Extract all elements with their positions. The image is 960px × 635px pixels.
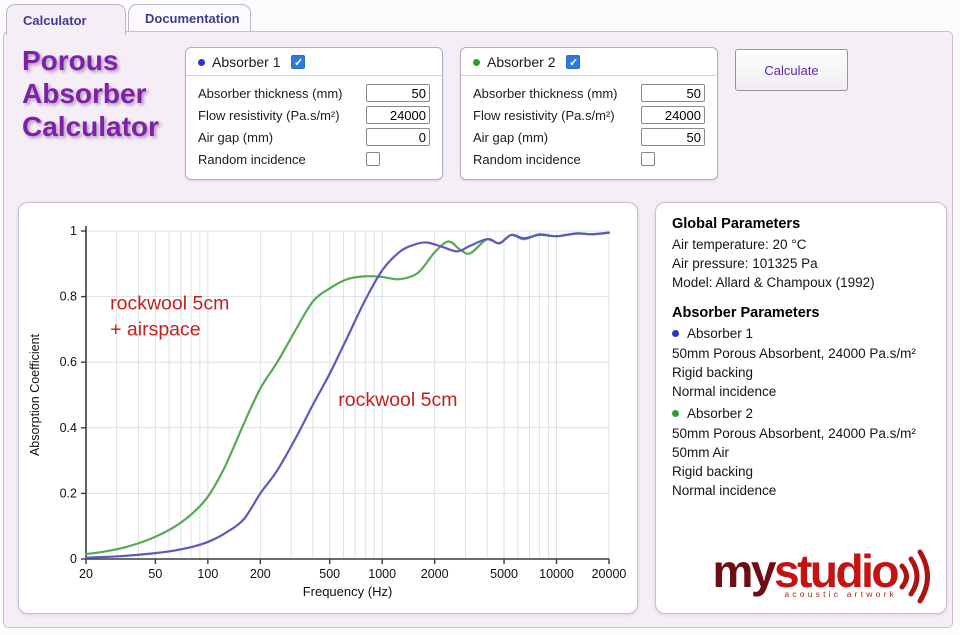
absorber2-info-line: Rigid backing xyxy=(672,464,754,479)
logo-word-studio: studio xyxy=(774,545,899,597)
x-tick-label: 500 xyxy=(319,567,340,581)
model-line: Model: Allard & Champoux (1992) xyxy=(672,275,875,290)
y-tick-label: 0.8 xyxy=(60,290,77,304)
absorber2-thickness-input[interactable] xyxy=(641,84,705,102)
absorber2-random-incidence-checkbox[interactable] xyxy=(641,152,655,166)
absorber2-thickness-label: Absorber thickness (mm) xyxy=(473,85,618,101)
tab-documentation[interactable]: Documentation xyxy=(128,4,251,31)
logo-tagline: acoustic artwork xyxy=(784,589,897,599)
parameters-panel: Global Parameters Air temperature: 20 °C… xyxy=(655,202,947,614)
tab-calculator[interactable]: Calculator xyxy=(6,4,126,35)
calculate-button[interactable]: Calculate xyxy=(735,49,848,91)
absorber2-air-gap-input[interactable] xyxy=(641,128,705,146)
tab-calculator-label: Calculator xyxy=(23,12,87,28)
y-tick-label: 0.6 xyxy=(60,355,77,369)
absorber1-info-line: Normal incidence xyxy=(672,384,777,399)
x-tick-label: 5000 xyxy=(490,567,518,581)
absorption-chart: 20 50 100 200 500 1000 2000 5000 10000 20000 0 0.2 0… xyxy=(28,224,626,599)
x-tick-label: 2000 xyxy=(421,567,449,581)
absorber1-flow-resistivity-label: Flow resistivity (Pa.s/m²) xyxy=(198,107,340,123)
absorber1-info-line: 50mm Porous Absorbent, 24000 Pa.s/m² xyxy=(672,346,916,361)
y-tick-label: 1 xyxy=(70,224,77,238)
absorber2-info-name: Absorber 2 xyxy=(687,406,754,421)
absorber2-panel: Absorber 2 Absorber thickness (mm) Flow … xyxy=(460,47,718,180)
x-axis-label: Frequency (Hz) xyxy=(303,584,393,599)
x-tick-label: 50 xyxy=(148,567,162,581)
absorber1-air-gap-label: Air gap (mm) xyxy=(198,129,274,145)
absorber1-info-line: Rigid backing xyxy=(672,365,754,380)
y-tick-label: 0.2 xyxy=(60,486,77,500)
absorber2-info-dot-icon xyxy=(672,410,679,417)
mystudio-logo: mystudio acoustic artwork xyxy=(713,548,936,605)
series-curve-1 xyxy=(84,231,611,559)
absorber1-air-gap-input[interactable] xyxy=(366,128,430,146)
x-tick-label: 20000 xyxy=(592,567,627,581)
chart-annotation-0: + airspace xyxy=(110,318,201,340)
absorber2-info-line: 50mm Porous Absorbent, 24000 Pa.s/m² xyxy=(672,426,916,441)
global-parameters-heading: Global Parameters xyxy=(672,216,801,232)
absorber-parameters-heading: Absorber Parameters xyxy=(672,305,820,321)
chart-axes: 20 50 100 200 500 1000 2000 5000 10000 20000 0 0.2 0… xyxy=(28,224,626,599)
absorber1-title: Absorber 1 xyxy=(212,54,281,70)
absorber1-info-dot-icon xyxy=(672,330,679,337)
absorber1-thickness-input[interactable] xyxy=(366,84,430,102)
absorber2-air-gap-label: Air gap (mm) xyxy=(473,129,549,145)
absorber2-title: Absorber 2 xyxy=(487,54,556,70)
page-title: Porous Absorber Calculator xyxy=(22,45,159,142)
sound-waves-icon xyxy=(899,549,930,604)
absorber1-info-name: Absorber 1 xyxy=(687,326,754,341)
chart-annotation-1: rockwool 5cm xyxy=(338,389,457,411)
absorber1-flow-resistivity-input[interactable] xyxy=(366,106,430,124)
absorber2-flow-resistivity-label: Flow resistivity (Pa.s/m²) xyxy=(473,107,615,123)
y-tick-label: 0 xyxy=(70,552,77,566)
absorber2-info-line: 50mm Air xyxy=(672,445,730,460)
x-tick-label: 20 xyxy=(79,567,93,581)
absorber1-panel: Absorber 1 Absorber thickness (mm) Flow … xyxy=(185,47,443,180)
x-tick-label: 200 xyxy=(250,567,271,581)
tab-documentation-label: Documentation xyxy=(145,10,240,26)
air-temperature-line: Air temperature: 20 °C xyxy=(672,237,807,252)
absorption-chart-panel: 20 50 100 200 500 1000 2000 5000 10000 20000 0 0.2 0… xyxy=(18,202,638,614)
absorber2-dot-icon xyxy=(473,58,480,66)
logo-word-my: my xyxy=(712,545,777,597)
absorber1-random-incidence-label: Random incidence xyxy=(198,151,306,167)
absorber1-thickness-label: Absorber thickness (mm) xyxy=(198,85,343,101)
absorber2-flow-resistivity-input[interactable] xyxy=(641,106,705,124)
chart-grid xyxy=(86,230,610,559)
y-axis-label: Absorption Coefficient xyxy=(28,333,42,456)
absorber2-info-line: Normal incidence xyxy=(672,483,777,498)
absorber2-random-incidence-label: Random incidence xyxy=(473,151,581,167)
absorber2-enabled-checkbox[interactable] xyxy=(566,55,581,69)
absorber1-random-incidence-checkbox[interactable] xyxy=(366,152,380,166)
absorber1-enabled-checkbox[interactable] xyxy=(291,55,306,69)
x-tick-label: 100 xyxy=(197,567,218,581)
x-tick-label: 1000 xyxy=(368,567,396,581)
y-tick-label: 0.4 xyxy=(60,421,77,435)
chart-annotation-0: rockwool 5cm xyxy=(110,292,229,314)
air-pressure-line: Air pressure: 101325 Pa xyxy=(672,256,818,271)
x-tick-label: 10000 xyxy=(539,567,574,581)
absorber1-dot-icon xyxy=(198,58,205,66)
